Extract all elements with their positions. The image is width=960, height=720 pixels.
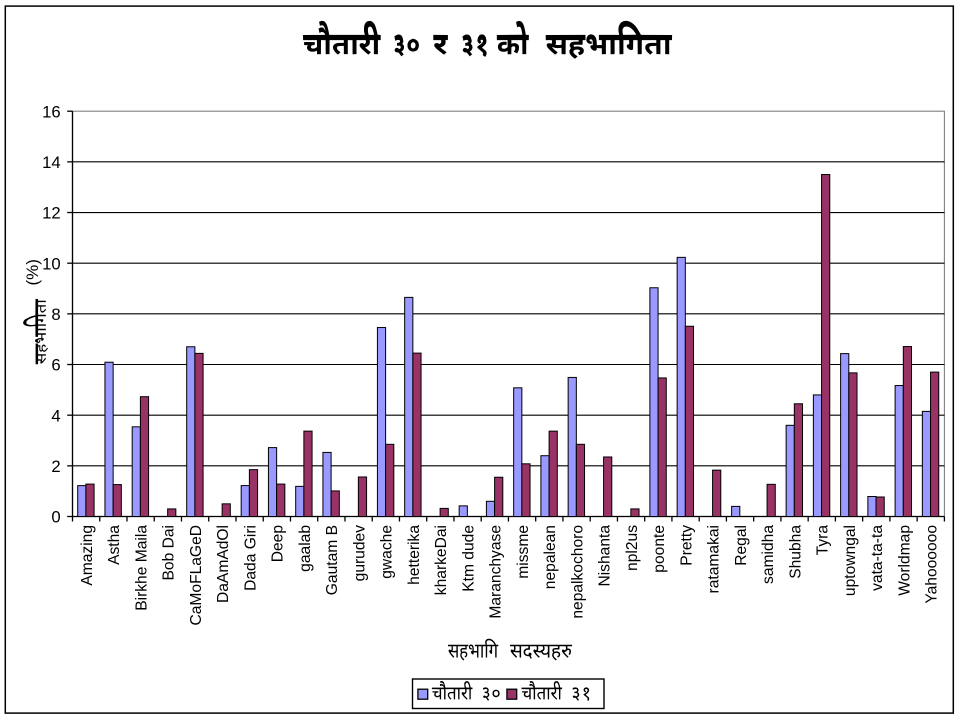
- svg-text:kharkeDai: kharkeDai: [433, 525, 450, 595]
- svg-text:0: 0: [51, 508, 60, 527]
- svg-text:Bob Dai: Bob Dai: [161, 525, 178, 580]
- svg-text:ratamakai: ratamakai: [706, 525, 723, 593]
- svg-text:Tyra: Tyra: [815, 525, 832, 556]
- svg-text:(%): (%): [23, 259, 42, 285]
- svg-text:Deep: Deep: [270, 525, 287, 563]
- svg-text:hetterika: hetterika: [406, 525, 423, 585]
- svg-text:Pretty: Pretty: [678, 525, 695, 566]
- svg-text:Amazing: Amazing: [79, 525, 96, 586]
- svg-text:missme: missme: [515, 525, 532, 579]
- svg-text:gaalab: gaalab: [297, 525, 314, 572]
- svg-text:10: 10: [42, 254, 61, 273]
- svg-text:gurudev: gurudev: [351, 525, 368, 582]
- svg-text:14: 14: [42, 153, 61, 172]
- svg-text:nepalkochoro: nepalkochoro: [569, 525, 586, 619]
- svg-text:Dada Giri: Dada Giri: [242, 525, 259, 591]
- svg-text:16: 16: [42, 102, 61, 121]
- svg-text:Gautam B: Gautam B: [324, 525, 341, 595]
- svg-text:Birkhe Maila: Birkhe Maila: [133, 525, 150, 611]
- svg-text:poonte: poonte: [651, 525, 668, 573]
- svg-text:2: 2: [51, 457, 60, 476]
- svg-text:uptowngal: uptowngal: [842, 525, 859, 596]
- svg-text:Maranchyase: Maranchyase: [488, 525, 505, 619]
- svg-text:Regal: Regal: [733, 525, 750, 566]
- svg-text:gwache: gwache: [379, 525, 396, 579]
- svg-text:CaMoFLaGeD: CaMoFLaGeD: [188, 525, 205, 626]
- svg-text:Nishanta: Nishanta: [597, 525, 614, 587]
- svg-text:6: 6: [51, 356, 60, 375]
- svg-text:Ktm dude: Ktm dude: [460, 525, 477, 592]
- svg-text:samidha: samidha: [760, 525, 777, 584]
- svg-text:8: 8: [51, 305, 60, 324]
- svg-text:npl2us: npl2us: [624, 525, 641, 571]
- svg-text:vata-ta-ta: vata-ta-ta: [869, 525, 886, 591]
- svg-text:12: 12: [42, 204, 61, 223]
- svg-text:4: 4: [51, 406, 60, 425]
- svg-text:Shubha: Shubha: [787, 525, 804, 579]
- svg-text:DaAmAdOl: DaAmAdOl: [215, 525, 232, 603]
- svg-text:Worldmap: Worldmap: [896, 525, 913, 596]
- svg-text:Yahoooooo: Yahoooooo: [924, 525, 941, 604]
- svg-text:Astha: Astha: [106, 525, 123, 565]
- svg-text:nepalean: nepalean: [542, 525, 559, 589]
